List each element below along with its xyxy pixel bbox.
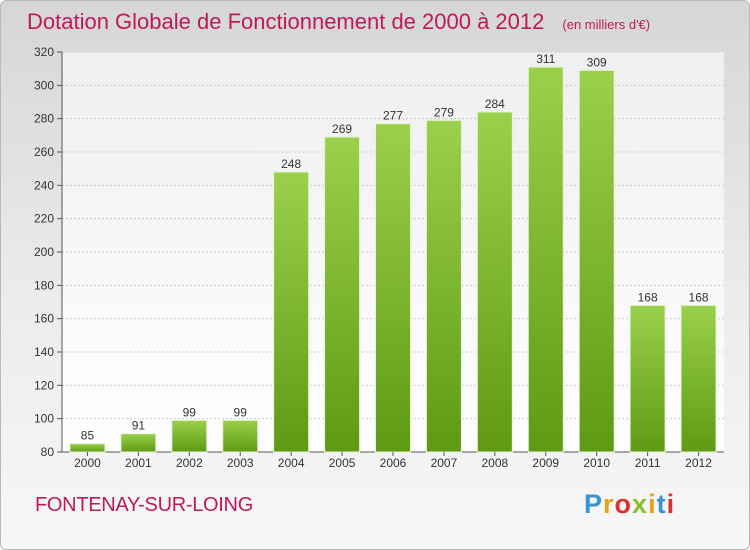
data-label: 99 [234, 405, 248, 419]
y-tick-label: 300 [34, 78, 54, 92]
x-tick-label: 2001 [125, 456, 152, 470]
y-tick-label: 260 [34, 145, 54, 159]
x-tick-label: 2009 [532, 456, 559, 470]
y-tick-label: 280 [34, 112, 54, 126]
data-label: 311 [536, 52, 555, 66]
data-label: 277 [383, 109, 403, 123]
x-tick-label: 2004 [278, 456, 305, 470]
data-label: 99 [183, 405, 197, 419]
bar [222, 419, 259, 453]
x-tick-label: 2010 [583, 456, 610, 470]
x-tick-label: 2005 [329, 456, 356, 470]
bar [69, 443, 106, 453]
data-label: 85 [81, 429, 95, 443]
bar [375, 123, 411, 453]
data-label: 248 [281, 157, 301, 171]
y-tick-label: 220 [34, 212, 54, 226]
chart-title-text: Dotation Globale de Fonctionnement de 20… [27, 9, 545, 34]
bar [527, 66, 564, 453]
bar [578, 69, 615, 453]
bar [171, 419, 208, 453]
commune-name: FONTENAY-SUR-LOING [35, 494, 253, 516]
bar [629, 304, 666, 453]
x-tick-label: 2008 [481, 456, 508, 470]
data-label: 168 [638, 290, 658, 304]
bar [273, 171, 310, 453]
data-label: 279 [434, 105, 454, 119]
proxiti-logo: Proxiti [584, 489, 676, 519]
data-label: 309 [587, 55, 607, 69]
x-tick-label: 2002 [176, 456, 203, 470]
y-tick-label: 240 [34, 178, 54, 192]
data-label: 269 [332, 122, 352, 136]
bar [476, 111, 513, 453]
y-tick-label: 160 [34, 312, 54, 326]
x-tick-label: 2011 [635, 456, 661, 470]
x-tick-label: 2012 [685, 456, 712, 470]
x-tick-label: 2003 [227, 456, 254, 470]
y-tick-label: 200 [34, 245, 54, 259]
bar [425, 119, 462, 453]
x-tick-label: 2006 [380, 456, 407, 470]
bar [324, 136, 361, 453]
x-tick-label: 2000 [74, 456, 101, 470]
y-tick-label: 120 [34, 378, 54, 392]
bar [680, 304, 717, 453]
bar [120, 433, 157, 453]
y-tick-label: 180 [34, 278, 54, 292]
data-label: 168 [689, 290, 709, 304]
x-tick-label: 2007 [431, 456, 458, 470]
data-label: 284 [485, 97, 505, 111]
y-tick-label: 320 [34, 45, 54, 59]
y-tick-label: 80 [41, 445, 55, 459]
y-tick-label: 100 [34, 412, 54, 426]
data-label: 91 [132, 419, 146, 433]
chart-unit: (en milliers d'€) [562, 17, 651, 32]
y-tick-label: 140 [34, 345, 54, 359]
chart-title: Dotation Globale de Fonctionnement de 20… [27, 9, 650, 35]
